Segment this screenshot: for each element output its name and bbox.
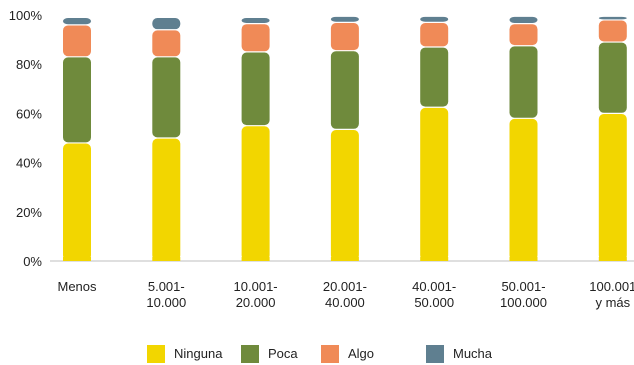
bar-segment-ninguna xyxy=(598,114,627,261)
bar-segment-ninguna xyxy=(241,126,270,261)
x-category-label: 50.000 xyxy=(414,295,454,310)
x-category-label: 50.001- xyxy=(501,279,545,294)
x-category-label: 10.000 xyxy=(146,295,186,310)
bar-base xyxy=(330,257,359,261)
x-category-label: 5.001- xyxy=(148,279,185,294)
legend: Ninguna Poca Algo Mucha xyxy=(147,345,493,363)
bars xyxy=(63,16,627,261)
legend-swatch-mucha xyxy=(426,345,444,363)
bar-segment-ninguna xyxy=(509,118,538,261)
bar-segment-mucha xyxy=(330,16,359,22)
bar-base xyxy=(598,257,627,261)
bar-base xyxy=(63,257,91,261)
y-tick-label: 20% xyxy=(16,205,42,220)
legend-label-poca: Poca xyxy=(268,346,298,361)
bar-segment-algo xyxy=(598,20,627,42)
legend-swatch-poca xyxy=(241,345,259,363)
y-tick-label: 40% xyxy=(16,156,42,171)
bar-base xyxy=(420,257,449,261)
legend-swatch-ninguna xyxy=(147,345,165,363)
bar-segment-ninguna xyxy=(152,138,181,261)
bar-segment-ninguna xyxy=(63,143,91,261)
bar-segment-algo xyxy=(241,24,270,52)
y-tick-label: 100% xyxy=(9,8,43,23)
bar-segment-poca xyxy=(152,57,181,138)
bar-segment-algo xyxy=(420,22,449,47)
bar-segment-poca xyxy=(420,47,449,107)
bar-segment-poca xyxy=(63,57,91,143)
bar-segment-algo xyxy=(509,24,538,46)
category-labels: Menos 5.001-10.00010.001-20.00020.001-40.… xyxy=(57,279,634,310)
y-tick-label: 60% xyxy=(16,106,42,121)
y-axis-ticks: 0% 20% 40% 60% 80% 100% xyxy=(9,8,43,269)
y-tick-label: 80% xyxy=(16,57,42,72)
bar-segment-poca xyxy=(241,52,270,126)
x-category-label: 100.001 xyxy=(589,279,634,294)
bar-segment-algo xyxy=(330,22,359,51)
bar-segment-algo xyxy=(152,30,181,57)
bar-segment-mucha xyxy=(241,18,270,24)
x-category-label: y más xyxy=(595,295,630,310)
x-category-label: 20.000 xyxy=(236,295,276,310)
x-category-label: Menos xyxy=(57,279,97,294)
bar-base xyxy=(509,257,538,261)
bar-base xyxy=(241,257,270,261)
bar-segment-mucha xyxy=(420,16,449,22)
legend-label-algo: Algo xyxy=(348,346,374,361)
bar-segment-mucha xyxy=(152,18,181,30)
bar-segment-poca xyxy=(598,42,627,113)
y-tick-label: 0% xyxy=(23,254,42,269)
bar-segment-algo xyxy=(63,25,91,57)
legend-swatch-algo xyxy=(321,345,339,363)
bar-segment-ninguna xyxy=(330,129,359,261)
bar-base xyxy=(152,257,181,261)
bar-segment-poca xyxy=(330,51,359,129)
legend-label-ninguna: Ninguna xyxy=(174,346,223,361)
x-category-label: 100.000 xyxy=(500,295,547,310)
x-category-label: 40.000 xyxy=(325,295,365,310)
bar-segment-mucha xyxy=(598,16,627,20)
bar-segment-mucha xyxy=(509,16,538,24)
legend-label-mucha: Mucha xyxy=(453,346,493,361)
bar-segment-ninguna xyxy=(420,107,449,261)
x-category-label: 20.001- xyxy=(323,279,367,294)
x-category-label: 10.001- xyxy=(234,279,278,294)
x-category-label: 40.001- xyxy=(412,279,456,294)
bar-segment-poca xyxy=(509,46,538,118)
bar-segment-mucha xyxy=(63,18,91,25)
